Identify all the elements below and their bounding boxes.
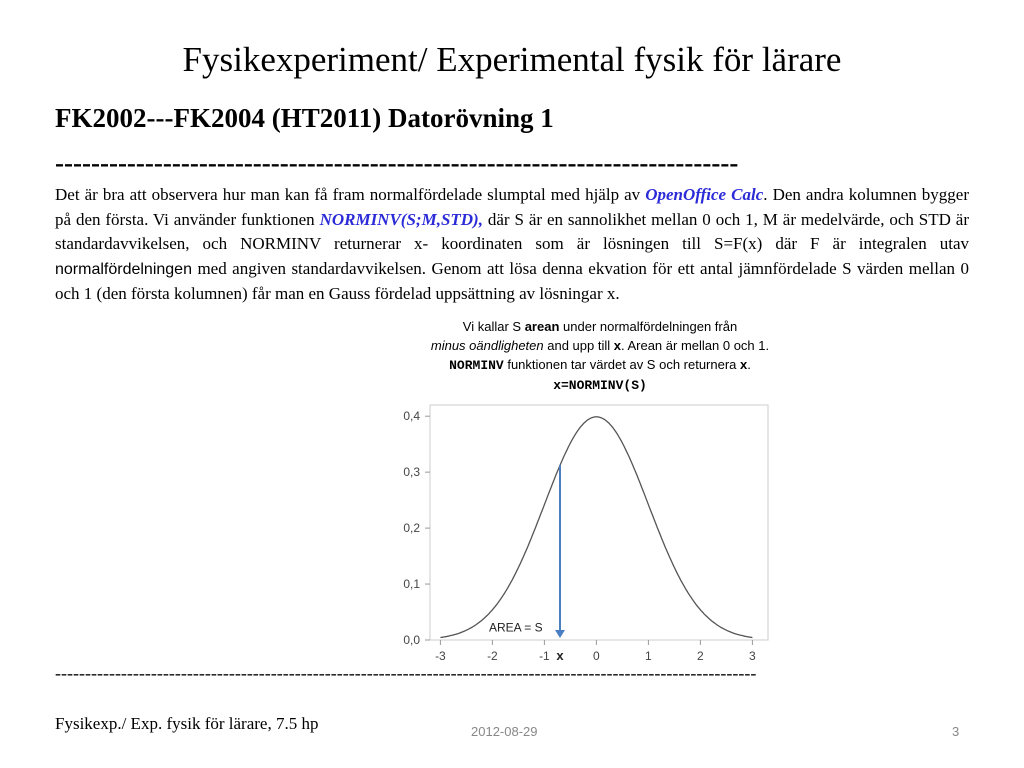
footer-course: Fysikexp./ Exp. fysik för lärare, 7.5 hp — [55, 714, 319, 733]
plot-frame — [429, 404, 769, 641]
app-name: OpenOffice Calc — [645, 185, 764, 204]
y-tick-label: 0,0 — [403, 633, 420, 647]
function-name: NORMINV(S;M,STD), — [319, 209, 483, 229]
footer-date: 2012-08-29 — [471, 724, 538, 739]
y-tick-label: 0,4 — [403, 409, 420, 423]
caption-text: under normalfördelningen från — [559, 319, 738, 334]
body-text-3: där S är en sannolikhet mellan 0 och 1, … — [55, 209, 970, 254]
y-tick-label: 0,2 — [403, 521, 420, 535]
caption-line-1: Vi kallar S arean under normalfördelning… — [400, 317, 800, 336]
caption-line-3: NORMINV funktionen tar värdet av S och r… — [400, 355, 800, 375]
caption-mono: NORMINV — [449, 358, 504, 373]
caption-bold: x — [740, 357, 748, 372]
caption-text: funktionen tar värdet av S och returnera — [503, 357, 741, 372]
body-paragraph: Det är bra att observera hur man kan få … — [55, 183, 969, 307]
caption-italic: minus oändligheten — [430, 338, 544, 353]
x-tick-label: -2 — [487, 649, 498, 663]
page-number: 3 — [952, 724, 960, 739]
x-tick-label: -1 — [539, 649, 550, 663]
x-tick-label: 1 — [645, 649, 652, 663]
x-tick-label: 3 — [749, 649, 756, 663]
caption-text: and upp till — [543, 338, 614, 353]
caption-text: . — [747, 357, 751, 372]
area-annotation: AREA = S — [489, 621, 543, 635]
caption-bold: x — [613, 338, 621, 353]
slide-title: Fysikexperiment/ Experimental fysik för … — [182, 40, 842, 79]
y-tick-label: 0,3 — [403, 465, 420, 479]
top-dashed-rule: ----------------------------------------… — [55, 150, 739, 177]
density-curve — [440, 416, 753, 639]
caption-line-4: x=NORMINV(S) — [400, 375, 800, 395]
body-text-4: med angiven standardavvikelsen. Genom at… — [55, 258, 969, 304]
body-text-1: Det är bra att observera hur man kan få … — [55, 185, 646, 204]
body-text-2: . Den andra kolumnen bygger på den först… — [55, 185, 969, 229]
term-normal-distribution: normalfördelningen — [55, 260, 192, 278]
x-tick-label: -3 — [435, 649, 446, 663]
x-tick-label: 0 — [593, 649, 600, 663]
normal-distribution-chart: 0,0 0,1 0,2 0,3 0,4 -3 -2 -1 0 1 2 3 AREA = S x — [403, 404, 769, 663]
caption-mono: x=NORMINV(S) — [553, 378, 647, 393]
exercise-heading: FK2002---FK2004 (HT2011) Datorövning 1 — [55, 103, 554, 133]
caption-line-2: minus oändligheten and upp till x. Arean… — [400, 336, 800, 355]
chart-caption: Vi kallar S arean under normalfördelning… — [400, 317, 800, 395]
x-marker-label: x — [556, 648, 564, 663]
caption-bold: arean — [524, 319, 560, 334]
caption-text: Vi kallar S — [462, 319, 525, 334]
x-marker-arrowhead — [555, 630, 565, 638]
caption-text: . Arean är mellan 0 och 1. — [620, 338, 770, 353]
y-tick-label: 0,1 — [403, 577, 420, 591]
bottom-dashed-rule: ----------------------------------------… — [55, 664, 757, 682]
x-tick-label: 2 — [697, 649, 704, 663]
